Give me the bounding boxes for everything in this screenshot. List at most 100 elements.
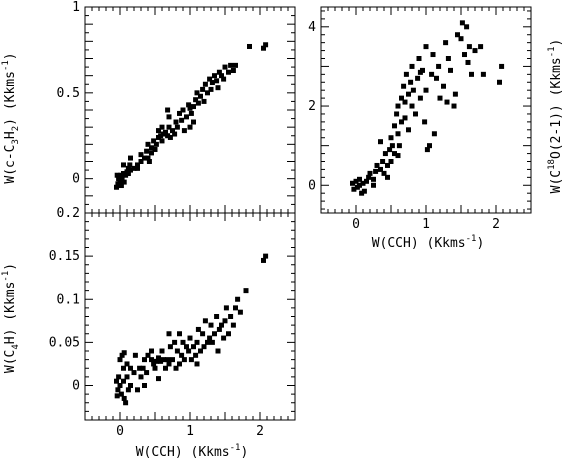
data-point xyxy=(127,162,133,168)
data-point xyxy=(193,352,199,358)
data-point xyxy=(205,339,210,345)
data-point xyxy=(170,357,175,363)
data-point xyxy=(381,170,387,176)
data-point xyxy=(219,73,224,79)
data-point xyxy=(350,180,355,186)
data-point xyxy=(367,170,373,176)
data-point xyxy=(151,138,157,144)
data-point xyxy=(149,357,154,363)
data-point xyxy=(158,133,164,139)
y-axis-label: W(c-C3H2) (Kkms-1) xyxy=(1,52,21,183)
data-point xyxy=(184,114,189,120)
data-point xyxy=(226,331,231,337)
data-point xyxy=(371,182,376,188)
data-point xyxy=(406,127,411,133)
data-point xyxy=(357,176,362,182)
data-point xyxy=(233,62,238,68)
data-point xyxy=(219,322,224,328)
data-point xyxy=(448,67,453,73)
data-point xyxy=(118,172,124,178)
data-point xyxy=(194,361,200,367)
data-point xyxy=(359,190,365,196)
data-point xyxy=(163,129,168,135)
data-point xyxy=(172,131,178,137)
data-point xyxy=(116,176,122,182)
data-point xyxy=(480,71,486,77)
data-points xyxy=(114,253,269,406)
tick-labels: 0 0.05 0.1 0.15 0.2 0 1 2 xyxy=(49,206,264,439)
data-point xyxy=(128,167,133,173)
data-point xyxy=(149,145,154,151)
data-point xyxy=(207,76,213,82)
data-point xyxy=(380,159,386,164)
data-point xyxy=(388,159,394,164)
data-point xyxy=(385,174,390,180)
panel-c18o-vs-cch: 0 2 4 0 1 2 W(CCH) (Kkms-1) W(C18O(2-1)) (Kkm… xyxy=(308,6,564,251)
data-point xyxy=(156,376,161,382)
data-point xyxy=(202,318,208,324)
data-point xyxy=(374,162,380,168)
data-point xyxy=(152,146,158,152)
data-point xyxy=(215,85,221,91)
data-point xyxy=(233,305,238,311)
data-point xyxy=(173,119,179,125)
data-point xyxy=(117,179,123,185)
data-point xyxy=(389,143,395,149)
data-point xyxy=(499,63,505,69)
data-point xyxy=(193,97,199,103)
data-point xyxy=(230,322,236,328)
data-point xyxy=(121,162,126,168)
data-point xyxy=(212,331,217,337)
data-point xyxy=(149,348,154,354)
data-point xyxy=(124,374,130,380)
data-point xyxy=(144,370,150,376)
data-point xyxy=(427,143,432,149)
data-point xyxy=(191,104,196,110)
data-point xyxy=(423,87,429,93)
data-point xyxy=(128,155,133,161)
data-point xyxy=(464,24,470,30)
data-point xyxy=(166,361,172,367)
data-point xyxy=(166,331,172,337)
data-point xyxy=(222,318,228,324)
data-point xyxy=(167,344,173,350)
data-point xyxy=(396,143,402,149)
data-point xyxy=(357,182,362,188)
data-point xyxy=(181,128,187,134)
data-point xyxy=(166,124,172,130)
data-point xyxy=(360,180,366,186)
data-point xyxy=(399,95,404,101)
data-point xyxy=(431,131,437,137)
data-point xyxy=(402,99,408,105)
y-axis-label: W(C18O(2-1)) (Kkms-1) xyxy=(547,39,564,194)
data-point xyxy=(417,69,423,75)
data-point xyxy=(207,335,213,341)
data-point xyxy=(142,383,147,388)
x-tick-label: 1 xyxy=(422,217,430,232)
data-point xyxy=(385,162,390,168)
data-point xyxy=(135,387,140,393)
y-tick-label: 0.1 xyxy=(57,292,80,307)
data-point xyxy=(128,365,133,371)
data-point xyxy=(121,350,127,356)
data-points xyxy=(114,42,269,190)
data-point xyxy=(132,352,138,358)
data-point xyxy=(243,288,249,294)
data-point xyxy=(409,63,415,69)
data-point xyxy=(261,257,266,263)
data-point xyxy=(187,335,193,341)
data-point xyxy=(214,314,220,319)
data-point xyxy=(402,115,408,121)
y-tick-label: 0 xyxy=(72,379,80,394)
data-point xyxy=(205,90,210,96)
x-tick-label: 2 xyxy=(256,424,264,439)
data-point xyxy=(114,172,120,178)
data-point xyxy=(173,365,179,371)
data-point xyxy=(172,339,178,345)
data-point xyxy=(221,335,227,341)
data-point xyxy=(353,178,359,184)
data-point xyxy=(469,71,474,77)
data-point xyxy=(145,155,151,161)
data-point xyxy=(416,56,422,61)
data-point xyxy=(351,186,357,192)
